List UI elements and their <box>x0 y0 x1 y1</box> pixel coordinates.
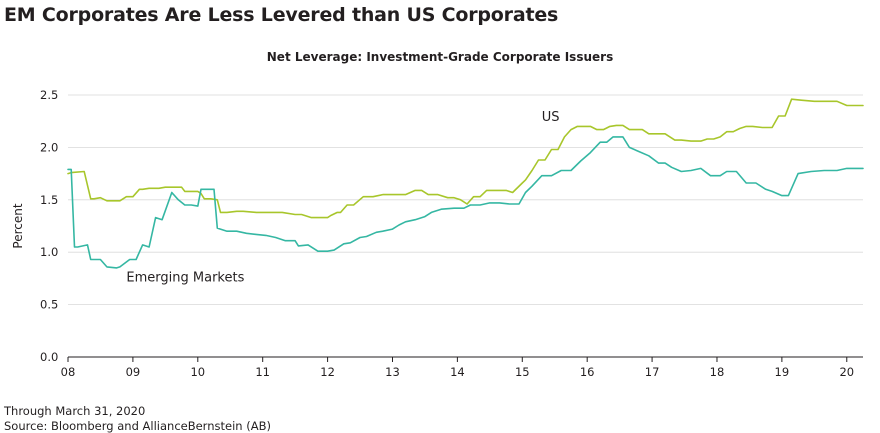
us-series-line <box>67 98 864 219</box>
axes: 0.0 0.5 1.0 1.5 2.0 2.5 08 09 10 11 12 13 14 15 16 17 18… <box>11 88 863 379</box>
y-tick-label: 0.5 <box>40 298 58 312</box>
y-axis-title: Percent <box>11 203 25 248</box>
x-tick-label: 15 <box>515 365 530 379</box>
x-tick-label: 11 <box>255 365 270 379</box>
gridlines <box>68 94 863 306</box>
emerging-markets-series-line <box>67 136 864 269</box>
y-tick-label: 2.0 <box>40 140 58 154</box>
x-tick-label: 12 <box>320 365 335 379</box>
page-title: EM Corporates Are Less Levered than US C… <box>4 4 559 26</box>
x-tick-label: 14 <box>450 365 465 379</box>
chart-subtitle: Net Leverage: Investment-Grade Corporate… <box>266 50 614 64</box>
y-tick-label: 2.5 <box>40 88 58 102</box>
x-tick-label: 08 <box>61 365 76 379</box>
x-tick-label: 19 <box>775 365 790 379</box>
emerging-markets-series-label: Emerging Markets <box>126 271 244 286</box>
x-tick-label: 13 <box>385 365 400 379</box>
x-tick-label: 17 <box>645 365 660 379</box>
x-tick-label: 18 <box>710 365 725 379</box>
y-tick-label: 1.0 <box>40 245 58 259</box>
source-note: Source: Bloomberg and AllianceBernstein … <box>4 419 271 433</box>
through-date-note: Through March 31, 2020 <box>4 404 146 418</box>
x-tick-label: 10 <box>190 365 205 379</box>
y-tick-label: 0.0 <box>40 350 58 364</box>
series-lines <box>67 98 864 269</box>
x-tick-label: 20 <box>839 365 854 379</box>
x-tick-label: 09 <box>126 365 141 379</box>
y-tick-label: 1.5 <box>40 193 58 207</box>
annotations: US Emerging Markets <box>126 110 559 285</box>
us-series-label: US <box>542 110 560 125</box>
x-tick-label: 16 <box>580 365 595 379</box>
